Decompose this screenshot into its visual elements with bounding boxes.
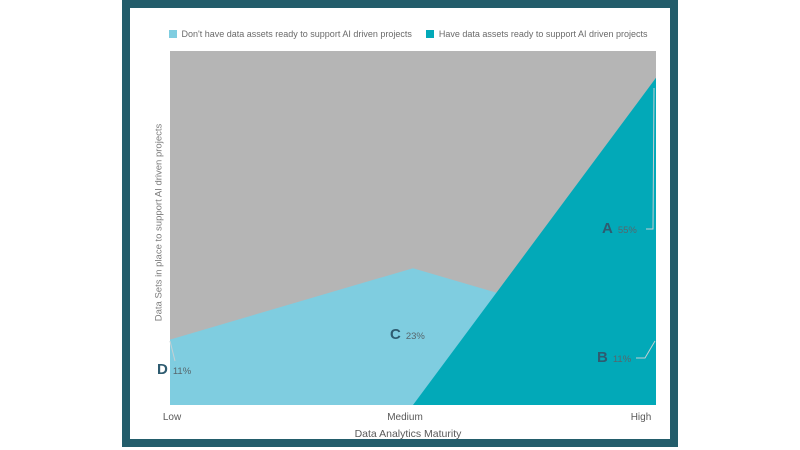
x-tick-high: High [630, 412, 652, 423]
point-label-b: B 11% [597, 350, 631, 365]
leader-line-b [636, 340, 656, 359]
y-axis-title: Data Sets in place to support AI driven … [153, 123, 165, 322]
point-pct-d: 11% [172, 366, 192, 377]
x-tick-medium: Medium [387, 412, 423, 423]
point-label-c: C 23% [390, 327, 425, 342]
point-letter-d: D [157, 361, 168, 378]
point-label-d: D 11% [157, 362, 191, 377]
legend-swatch-have-icon [425, 30, 434, 38]
chart-canvas: Don't have data assets ready to support … [138, 16, 678, 447]
legend-label-dont-have: Don't have data assets ready to support … [181, 29, 412, 39]
legend-item-dont-have: Don't have data assets ready to support … [168, 29, 412, 39]
x-axis-title: Data Analytics Maturity [354, 428, 462, 440]
point-letter-a: A [602, 220, 613, 237]
legend-label-have: Have data assets ready to support AI dri… [438, 29, 648, 39]
point-letter-c: C [390, 326, 401, 343]
leader-line-d [169, 340, 176, 362]
area-chart [169, 51, 656, 406]
point-pct-b: 11% [612, 354, 632, 365]
point-label-a: A 55% [602, 221, 637, 236]
legend-swatch-dont-have-icon [168, 30, 177, 38]
slide-frame: Don't have data assets ready to support … [122, 0, 678, 447]
chart-legend: Don't have data assets ready to support … [138, 29, 678, 39]
point-letter-b: B [597, 349, 608, 366]
point-pct-a: 55% [617, 225, 637, 236]
legend-item-have: Have data assets ready to support AI dri… [425, 29, 648, 39]
x-tick-low: Low [162, 412, 182, 423]
point-pct-c: 23% [405, 331, 425, 342]
leader-line-a [646, 87, 655, 230]
area-have [170, 77, 656, 406]
